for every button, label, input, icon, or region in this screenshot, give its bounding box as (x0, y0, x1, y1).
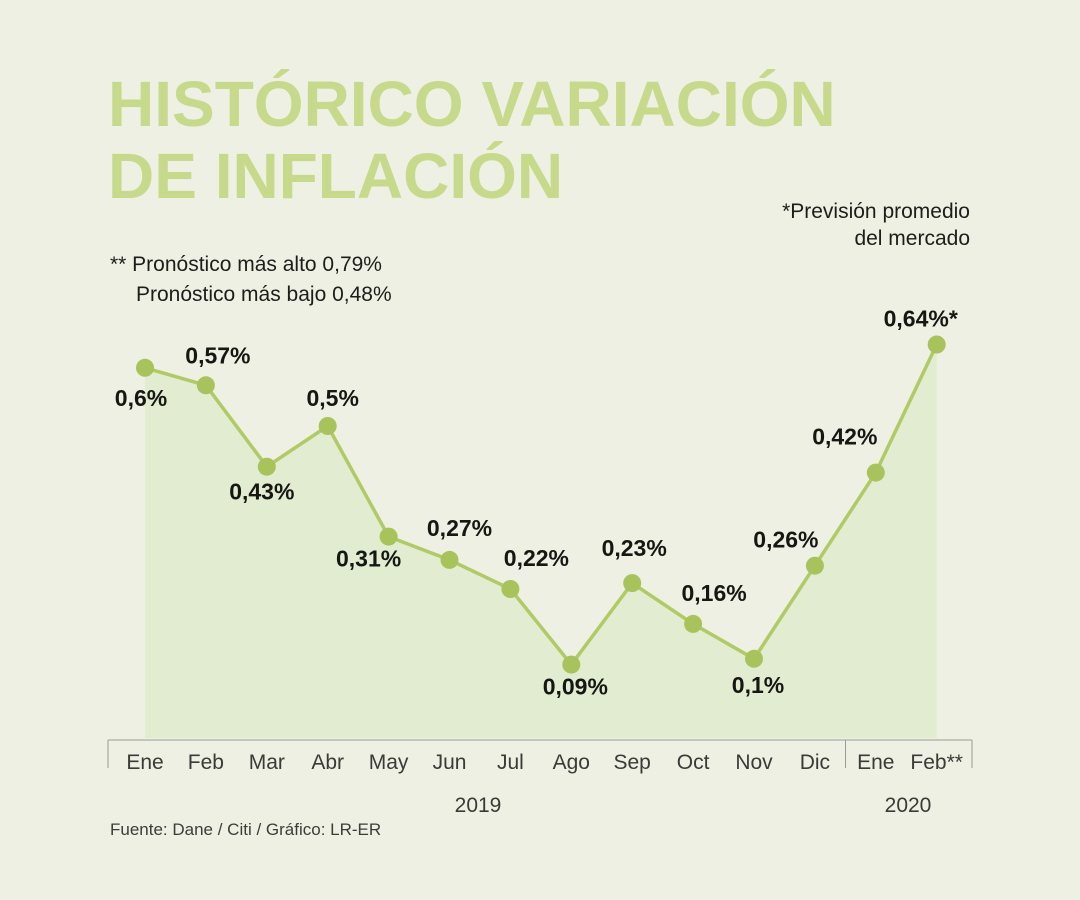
value-label: 0,09% (543, 674, 608, 700)
page-title-line-1: HISTÓRICO VARIACIÓN (108, 68, 836, 140)
data-point-dot (257, 457, 276, 476)
forecast-note: *Previsión promedio del mercado (782, 198, 970, 253)
data-point-dot (196, 376, 215, 395)
x-axis-label: Jun (433, 751, 467, 774)
x-axis-label: Mar (249, 751, 285, 774)
forecast-note-line-1: *Previsión promedio (782, 200, 970, 223)
value-label: 0,22% (504, 545, 569, 571)
value-label: 0,42% (812, 424, 877, 450)
data-point-dot (623, 574, 642, 593)
data-line (143, 342, 939, 667)
data-point-dot (745, 649, 763, 668)
year-label: 2019 (455, 794, 502, 817)
data-point-dot (440, 550, 459, 569)
x-axis-label: Ago (553, 751, 590, 774)
page-title-line-2: DE INFLACIÓN (108, 140, 564, 213)
value-label: 0,16% (681, 580, 746, 606)
data-point-dot (562, 655, 581, 674)
range-note-line-2: Pronóstico más bajo 0,48% (136, 282, 392, 306)
value-label: 0,43% (229, 479, 294, 505)
x-axis-label: Oct (677, 751, 710, 774)
value-label: 0,5% (306, 385, 358, 411)
value-label: 0,27% (427, 515, 492, 541)
value-label: 0,1% (732, 672, 784, 698)
x-axis-label: Ene (857, 751, 894, 774)
data-point-dot (684, 614, 703, 633)
x-axis-label: Sep (614, 751, 651, 774)
page-title: HISTÓRICO VARIACIÓN DE INFLACIÓN (108, 68, 836, 213)
data-point-dot (136, 358, 154, 377)
value-label: 0,31% (336, 546, 401, 572)
x-axis-label: Dic (800, 751, 830, 774)
x-axis-label: Feb** (910, 751, 963, 774)
x-axis-label: Jul (497, 751, 524, 774)
value-label: 0,23% (602, 535, 667, 561)
year-label: 2020 (885, 794, 932, 817)
value-label: 0,26% (753, 527, 818, 553)
data-point-dot (318, 417, 337, 435)
range-note: ** Pronóstico más alto 0,79% Pronóstico … (110, 250, 392, 310)
value-label: 0,57% (185, 342, 250, 368)
x-axis-label: Abr (311, 751, 344, 774)
data-point-dot (501, 580, 520, 598)
data-point-dot (379, 527, 398, 546)
forecast-note-line-2: del mercado (854, 227, 970, 251)
data-point-dot (927, 335, 946, 354)
data-point-dot (866, 463, 885, 482)
range-note-line-1: ** Pronóstico más alto 0,79% (110, 253, 382, 276)
x-axis-label: Feb (188, 751, 224, 774)
value-label: 0,6% (115, 385, 167, 411)
area-fill (145, 344, 937, 738)
source-credit: Fuente: Dane / Citi / Gráfico: LR-ER (110, 820, 382, 839)
data-point-dot (805, 556, 824, 575)
value-label: 0,64%* (884, 306, 958, 332)
x-axis-label: Nov (735, 751, 773, 774)
x-axis-label: Ene (126, 751, 163, 774)
x-axis-label: May (369, 751, 409, 774)
